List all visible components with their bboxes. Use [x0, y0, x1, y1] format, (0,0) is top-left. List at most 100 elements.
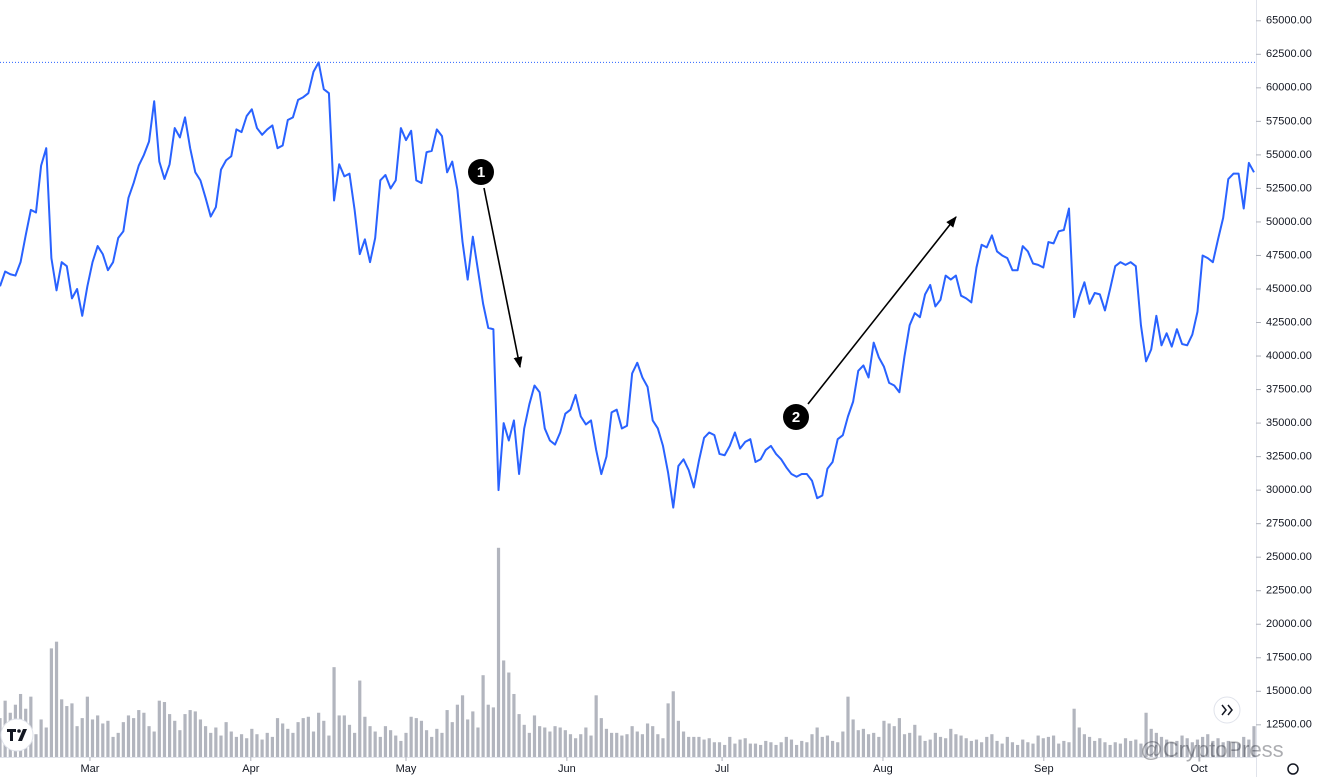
- volume-bar: [944, 738, 948, 757]
- volume-bar: [409, 716, 413, 757]
- volume-bar: [286, 728, 290, 757]
- volume-bar: [1180, 735, 1184, 757]
- volume-bar: [363, 716, 367, 757]
- volume-bar: [306, 716, 310, 757]
- volume-bar: [358, 680, 362, 757]
- y-tick-label: 40000.00: [1266, 350, 1312, 362]
- y-tick-label: 55000.00: [1266, 149, 1312, 161]
- volume-bar: [1226, 740, 1230, 757]
- volume-bar: [209, 732, 213, 757]
- volume-bar: [1134, 739, 1138, 757]
- volume-bar: [738, 739, 742, 757]
- volume-bar: [784, 736, 788, 757]
- volume-bar: [620, 735, 624, 757]
- volume-bar: [522, 724, 526, 757]
- volume-bar: [1036, 735, 1040, 757]
- annotation-2: 2: [783, 216, 957, 430]
- volume-bar: [245, 738, 249, 757]
- volume-bar: [846, 696, 850, 757]
- volume-bar: [1072, 708, 1076, 757]
- volume-bar: [609, 732, 614, 757]
- volume-bar: [995, 740, 999, 757]
- volume-bar: [353, 732, 357, 757]
- volume-bar: [239, 734, 244, 757]
- volume-bar: [918, 735, 922, 757]
- volume-bar: [723, 744, 727, 757]
- y-tick-label: 47500.00: [1266, 249, 1312, 261]
- volume-bar: [794, 744, 799, 757]
- volume-bar: [985, 736, 989, 757]
- y-tick-label: 42500.00: [1266, 316, 1312, 328]
- volume-bar: [892, 726, 896, 757]
- volume-bar: [54, 641, 59, 757]
- volume-bar: [697, 736, 701, 757]
- volume-bar: [897, 718, 901, 757]
- volume-bar: [1103, 742, 1107, 757]
- volume-bar: [651, 726, 655, 757]
- y-tick-label: 35000.00: [1266, 417, 1312, 429]
- volume-bar: [234, 736, 239, 757]
- volume-bar: [162, 702, 167, 757]
- volume-bar: [990, 734, 994, 757]
- volume-bar: [373, 731, 377, 757]
- volume-bar: [126, 715, 131, 757]
- volume-bar: [635, 731, 639, 757]
- volume-bar: [764, 740, 768, 757]
- volume-bar: [383, 726, 388, 757]
- volume-bar: [887, 723, 891, 757]
- volume-bar: [347, 724, 352, 757]
- volume-bar: [116, 732, 120, 757]
- y-tick-label: 52500.00: [1266, 182, 1312, 194]
- volume-bar: [1093, 740, 1097, 757]
- volume-bar: [517, 714, 521, 757]
- volume-bar: [450, 722, 454, 757]
- volume-bar: [712, 742, 716, 757]
- x-tick-label: Oct: [1190, 763, 1207, 775]
- volume-bar: [1159, 736, 1164, 757]
- volume-bar: [296, 722, 300, 757]
- annotation-label: 1: [477, 164, 485, 181]
- y-tick-label: 22500.00: [1266, 585, 1312, 597]
- volume-bar: [255, 734, 259, 757]
- x-tick-label: Jul: [715, 763, 729, 775]
- volume-bar: [1144, 712, 1148, 757]
- volume-bar: [630, 726, 634, 757]
- volume-bar: [388, 730, 393, 757]
- volume-bar: [1190, 742, 1194, 757]
- plot-area: [0, 61, 1256, 757]
- volume-bar: [1195, 739, 1200, 757]
- volume-bar: [1113, 742, 1117, 757]
- volume-bar: [830, 740, 835, 757]
- volume-bar: [317, 712, 321, 757]
- volume-bar: [779, 742, 783, 757]
- volume-bar: [615, 732, 619, 757]
- volume-bar: [856, 730, 860, 757]
- volume-bar: [301, 718, 305, 757]
- volume-bar: [1185, 738, 1189, 757]
- annotation-1: 1: [468, 159, 523, 369]
- volume-bar: [1236, 743, 1241, 757]
- y-tick-label: 50000.00: [1266, 216, 1312, 228]
- volume-bar: [445, 710, 449, 757]
- volume-bar: [1149, 728, 1153, 757]
- volume-bar: [203, 726, 208, 757]
- volume-bar: [1231, 742, 1236, 757]
- volume-bar: [332, 667, 336, 757]
- volume-bar: [1175, 740, 1179, 757]
- settings-icon[interactable]: [1287, 763, 1299, 775]
- volume-bar: [841, 731, 845, 757]
- volume-bar: [60, 699, 64, 757]
- volume-bar: [923, 740, 927, 757]
- volume-bar: [836, 742, 840, 757]
- volume-bar: [85, 696, 89, 757]
- volume-bar: [959, 735, 963, 757]
- volume-bar: [872, 732, 876, 757]
- volume-bar: [430, 736, 434, 757]
- volume-bar: [1057, 743, 1061, 757]
- volume-bar: [291, 732, 295, 757]
- volume-bar: [476, 727, 480, 757]
- scroll-button[interactable]: [1213, 696, 1241, 724]
